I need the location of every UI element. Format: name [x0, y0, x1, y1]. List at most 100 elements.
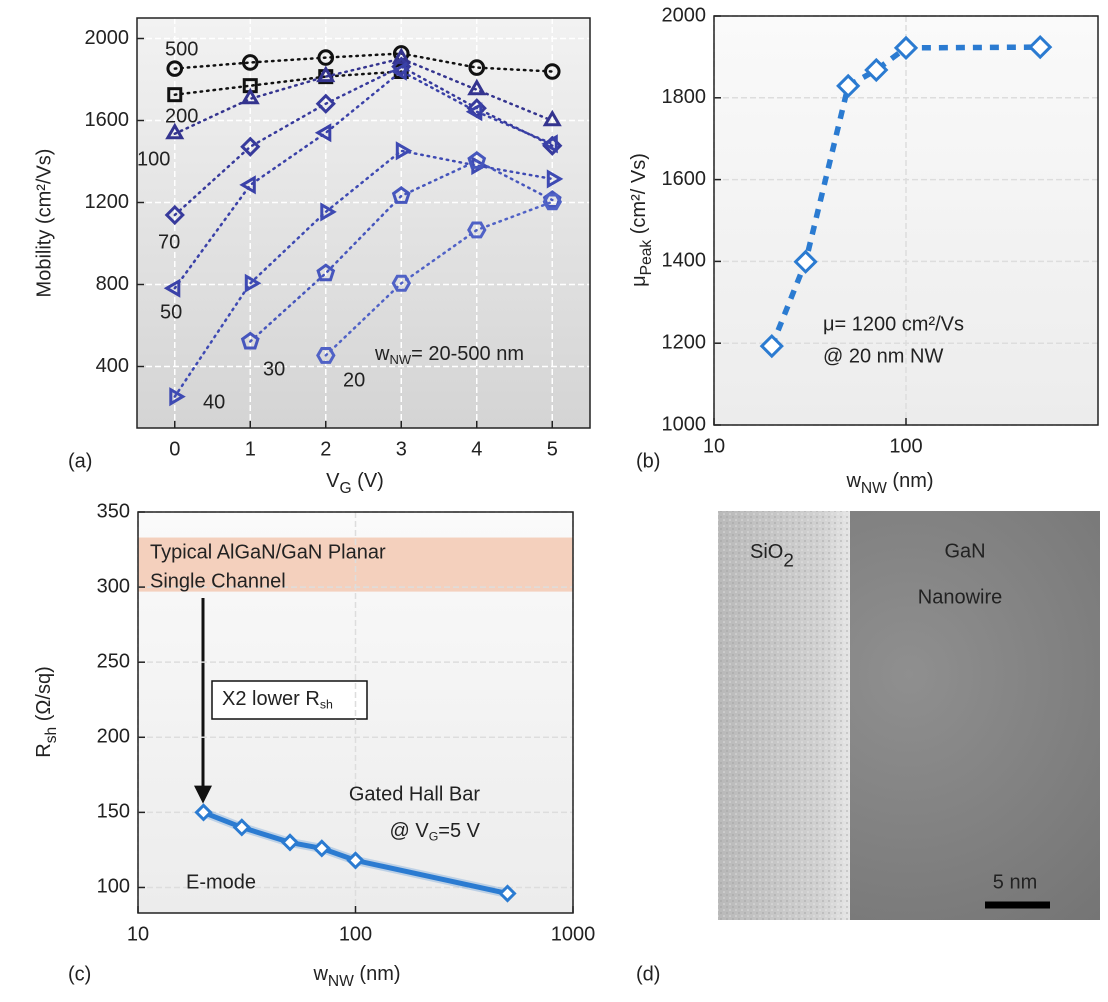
- reference-band: [138, 537, 573, 592]
- y-tick-label: 200: [97, 726, 130, 748]
- y-axis-label: Mobility (cm²/Vs): [33, 149, 55, 298]
- x-axis-label: wNW (nm): [312, 963, 400, 990]
- x-tick-label: 5: [547, 438, 558, 460]
- annotation: Typical AlGaN/GaN Planar: [150, 541, 386, 563]
- image-label-main: SiO: [750, 541, 783, 563]
- x-axis-label-main: w: [312, 963, 328, 985]
- y-tick-label: 1000: [662, 413, 707, 435]
- data-point: [239, 175, 256, 195]
- series-label: 70: [158, 231, 180, 253]
- x-tick-label: 2: [320, 438, 331, 460]
- data-point: [391, 274, 412, 292]
- data-point: [169, 387, 186, 407]
- annotation: wNW= 20-500 nm: [374, 343, 524, 367]
- annotation: Gated Hall Bar: [349, 783, 481, 805]
- data-point: [240, 331, 260, 350]
- annotation-box: [211, 680, 368, 720]
- data-point: [320, 202, 337, 222]
- data-point: [316, 347, 336, 364]
- data-point: [465, 102, 483, 122]
- annotation-sub: G: [429, 830, 439, 844]
- data-point: [240, 87, 260, 105]
- x-tick-label: 100: [889, 435, 922, 457]
- y-axis-label-main: μ: [628, 275, 650, 287]
- series-line: [249, 159, 554, 343]
- panel-c-layer: [138, 537, 573, 592]
- data-point: [467, 151, 487, 169]
- annotation-sub: sh: [320, 698, 333, 712]
- y-tick-label: 1400: [662, 250, 707, 272]
- y-tick-label: 1200: [85, 191, 130, 213]
- plot-area: [137, 18, 590, 428]
- annotation-tail: = 20-500 nm: [411, 343, 524, 365]
- series-label: 20: [343, 369, 365, 391]
- x-tick-label: 4: [471, 438, 482, 460]
- x-axis-label: wNW (nm): [845, 470, 933, 497]
- data-point: [316, 65, 336, 83]
- data-point: [759, 333, 784, 359]
- axes-frame: [713, 15, 1099, 426]
- series-line: [173, 65, 554, 217]
- series-line: [173, 69, 554, 290]
- y-tick-label: 150: [97, 801, 130, 823]
- data-point: [317, 49, 335, 66]
- y-tick-label: 800: [96, 273, 129, 295]
- data-point: [391, 186, 411, 204]
- annotation: @ VG=5 V: [389, 820, 480, 844]
- series-line: [324, 200, 554, 357]
- annotation: E-mode: [186, 871, 256, 893]
- data-point: [498, 884, 517, 903]
- y-axis-label: μPeak (cm²/ Vs): [628, 153, 655, 287]
- data-point: [346, 851, 365, 870]
- x-axis-label: VG (V): [326, 470, 384, 497]
- data-point: [893, 35, 919, 61]
- annotation: Single Channel: [150, 570, 286, 592]
- y-tick-label: 2000: [662, 4, 707, 26]
- annotation: μ= 1200 cm²/Vs: [823, 313, 964, 335]
- y-tick-label: 350: [97, 500, 130, 522]
- y-axis-label-sub: sh: [43, 727, 60, 743]
- data-point: [315, 93, 336, 114]
- y-tick-label: 400: [96, 355, 129, 377]
- axes-frame: [136, 17, 591, 429]
- data-point: [467, 78, 487, 96]
- x-tick-label: 100: [339, 923, 372, 945]
- data-point: [166, 60, 184, 77]
- series-label: 30: [263, 358, 285, 380]
- y-tick-label: 300: [97, 575, 130, 597]
- data-point: [163, 278, 181, 298]
- data-point: [312, 839, 331, 858]
- annotation-main: X2 lower R: [222, 688, 320, 710]
- y-tick-label: 100: [97, 876, 130, 898]
- series-line: [173, 70, 403, 96]
- y-axis-label-tail: (Ω/sq): [33, 666, 55, 727]
- image-label: GaN: [944, 540, 985, 562]
- series-label: 200: [165, 105, 198, 127]
- x-axis-label-sub: NW: [328, 973, 354, 990]
- y-axis-label: Rsh (Ω/sq): [33, 666, 60, 757]
- y-axis-label-sub: Peak: [638, 240, 655, 276]
- x-axis-label-tail: (nm): [354, 963, 401, 985]
- data-point: [467, 221, 487, 239]
- series-label: 500: [165, 38, 198, 60]
- annotation-sub: NW: [389, 352, 411, 367]
- data-point: [546, 169, 564, 189]
- series-label: 100: [137, 148, 170, 170]
- panel-label: (b): [636, 450, 660, 472]
- y-axis-label-main: R: [33, 743, 55, 757]
- series-line: [173, 57, 554, 136]
- data-point: [165, 122, 185, 140]
- y-tick-label: 1600: [662, 168, 707, 190]
- y-tick-label: 1800: [662, 86, 707, 108]
- y-tick-label: 1600: [85, 109, 130, 131]
- data-point: [543, 63, 561, 80]
- x-tick-label: 0: [169, 438, 180, 460]
- annotation: X2 lower Rsh: [222, 688, 333, 712]
- x-axis-label-tail: (V): [352, 470, 384, 492]
- data-point: [164, 204, 185, 226]
- data-point: [280, 833, 300, 852]
- series-label: 50: [160, 301, 182, 323]
- data-point: [232, 818, 251, 837]
- y-axis-label-tail: (cm²/ Vs): [628, 153, 650, 240]
